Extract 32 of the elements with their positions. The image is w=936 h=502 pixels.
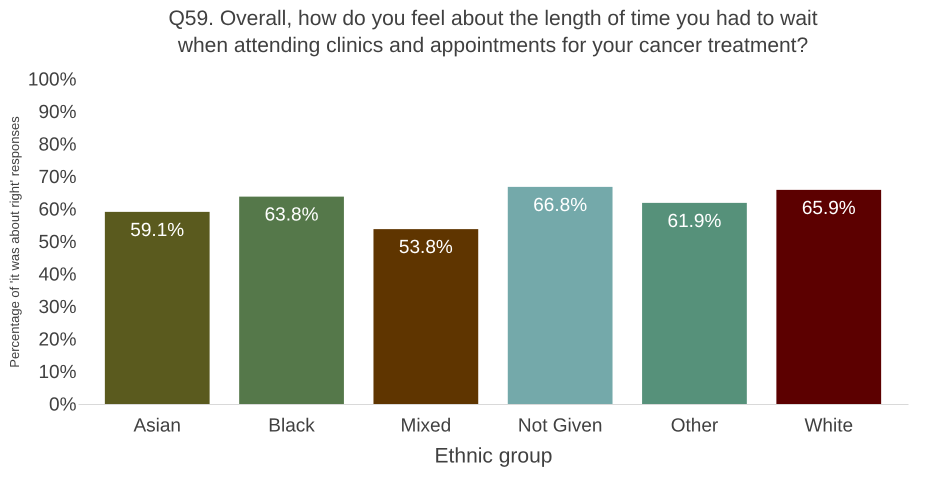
x-axis-title: Ethnic group	[434, 444, 552, 468]
y-tick-label: 20%	[38, 330, 77, 350]
y-tick-label: 0%	[49, 394, 77, 416]
bar	[239, 196, 344, 404]
x-tick-label: Asian	[133, 416, 182, 436]
y-tick-label: 50%	[38, 232, 77, 253]
chart-title: Q59. Overall, how do you feel about the length of time you had to wait when attending clinics and appointments for your cancer treatment?	[168, 7, 818, 57]
bar	[508, 186, 613, 404]
y-tick-label: 90%	[38, 102, 77, 123]
y-tick-label: 10%	[38, 362, 77, 383]
y-tick-label: 40%	[38, 264, 77, 286]
data-label: 66.8%	[533, 194, 588, 216]
x-tick-label: Not Given	[518, 416, 602, 436]
data-label: 65.9%	[802, 198, 856, 219]
x-tick-label: Mixed	[400, 416, 452, 436]
bar	[776, 190, 882, 404]
data-label: 53.8%	[398, 237, 453, 258]
y-tick-label: 30%	[38, 297, 77, 318]
x-tick-label: Black	[268, 416, 316, 436]
data-label: 61.9%	[668, 210, 722, 232]
y-axis-title: Percentage of 'it was about right' responses	[6, 116, 22, 368]
x-tick-label: Other	[670, 416, 719, 436]
bar	[373, 229, 478, 404]
y-tick-label: 100%	[28, 70, 77, 90]
data-label: 59.1%	[130, 220, 184, 241]
bar	[642, 202, 747, 404]
y-tick-label: 70%	[38, 167, 77, 188]
bar	[104, 212, 210, 404]
data-label: 63.8%	[264, 204, 319, 226]
y-tick-label: 80%	[38, 134, 77, 156]
y-tick-label: 60%	[38, 200, 77, 220]
x-tick-label: White	[804, 416, 854, 436]
